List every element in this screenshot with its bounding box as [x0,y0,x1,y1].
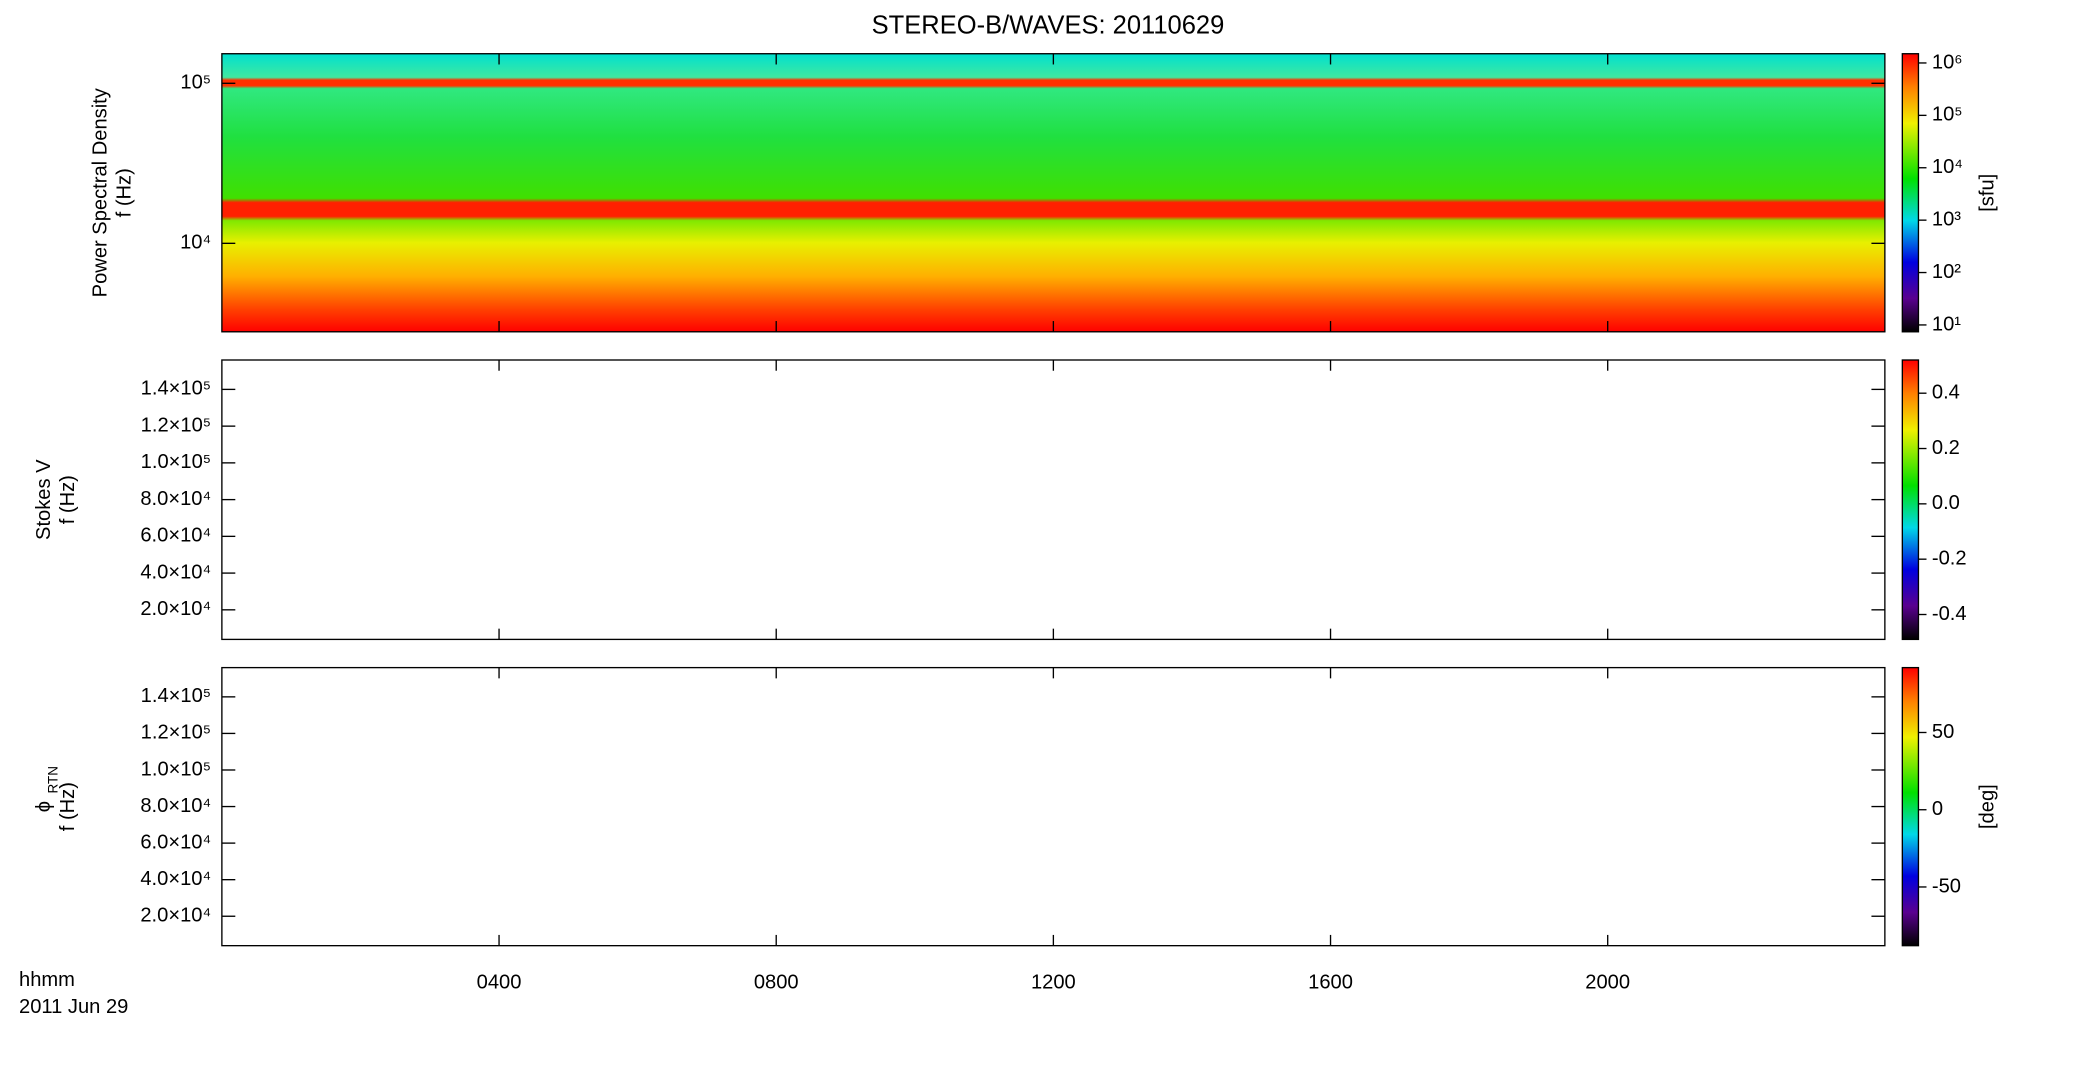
y-axis-label: Power Spectral Density [89,87,111,297]
plot-frame [221,666,1886,947]
y-tick-label: 8.0×10⁴ [140,795,211,817]
y-axis-label: Stokes V [33,459,55,540]
colorbar-tick-label: 0.4 [1932,382,1960,404]
x-axis-label: hhmm [19,969,75,991]
y-tick-label: 1.4×10⁵ [141,378,211,400]
x-tick-label: 0800 [754,972,799,994]
y-tick-label: 4.0×10⁴ [140,868,211,890]
y-axis-label: f (Hz) [113,168,135,217]
y-tick-label: 2.0×10⁴ [140,598,211,620]
colorbar-tick-label: 10⁶ [1932,51,1963,73]
colorbar-tick-label: 10¹ [1932,313,1961,335]
colorbar-label: [sfu] [1977,174,1999,212]
colorbar-tick-label: 10⁵ [1932,104,1963,126]
plot-frame [221,359,1886,641]
colorbar [1901,666,1920,947]
colorbar-tick-label: 50 [1932,721,1954,743]
x-tick-label: 2000 [1585,972,1630,994]
y-tick-label: 10⁴ [180,232,211,254]
y-tick-label: 10⁵ [180,72,211,94]
x-tick-label: 0400 [477,972,522,994]
y-tick-label: 1.4×10⁵ [141,685,211,707]
date-label: 2011 Jun 29 [19,996,128,1018]
colorbar-tick-label: 10² [1932,261,1961,283]
y-axis-label: f (Hz) [57,782,79,831]
y-tick-label: 6.0×10⁴ [140,831,211,853]
spectrogram [221,53,1885,332]
y-tick-label: 1.0×10⁵ [141,758,211,780]
x-tick-label: 1200 [1031,972,1076,994]
colorbar-tick-label: -0.2 [1932,547,1967,569]
y-tick-label: 1.2×10⁵ [141,414,211,436]
colorbar-tick-label: 10⁴ [1932,156,1963,178]
y-axis-label: ϕ [33,801,55,812]
colorbar-tick-label: 0.0 [1932,492,1960,514]
colorbar-tick-label: -0.4 [1932,603,1967,625]
y-tick-label: 8.0×10⁴ [140,488,211,510]
colorbar [1901,53,1920,333]
y-axis-label: f (Hz) [57,475,79,524]
x-tick-label: 1600 [1308,972,1353,994]
colorbar-label: [deg] [1977,784,1999,829]
y-tick-label: 1.0×10⁵ [141,451,211,473]
colorbar-tick-label: 0 [1932,798,1943,820]
chart-title: STEREO-B/WAVES: 20110629 [872,12,1225,40]
y-tick-label: 2.0×10⁴ [140,905,211,927]
colorbar-tick-label: 10³ [1932,208,1961,230]
y-tick-label: 1.2×10⁵ [141,722,211,744]
colorbar-tick-label: 0.2 [1932,437,1960,459]
y-tick-label: 4.0×10⁴ [140,561,211,583]
colorbar [1901,359,1920,641]
y-tick-label: 6.0×10⁴ [140,525,211,547]
colorbar-tick-label: -50 [1932,875,1961,897]
y-axis-label-subscript: RTN [46,766,61,793]
